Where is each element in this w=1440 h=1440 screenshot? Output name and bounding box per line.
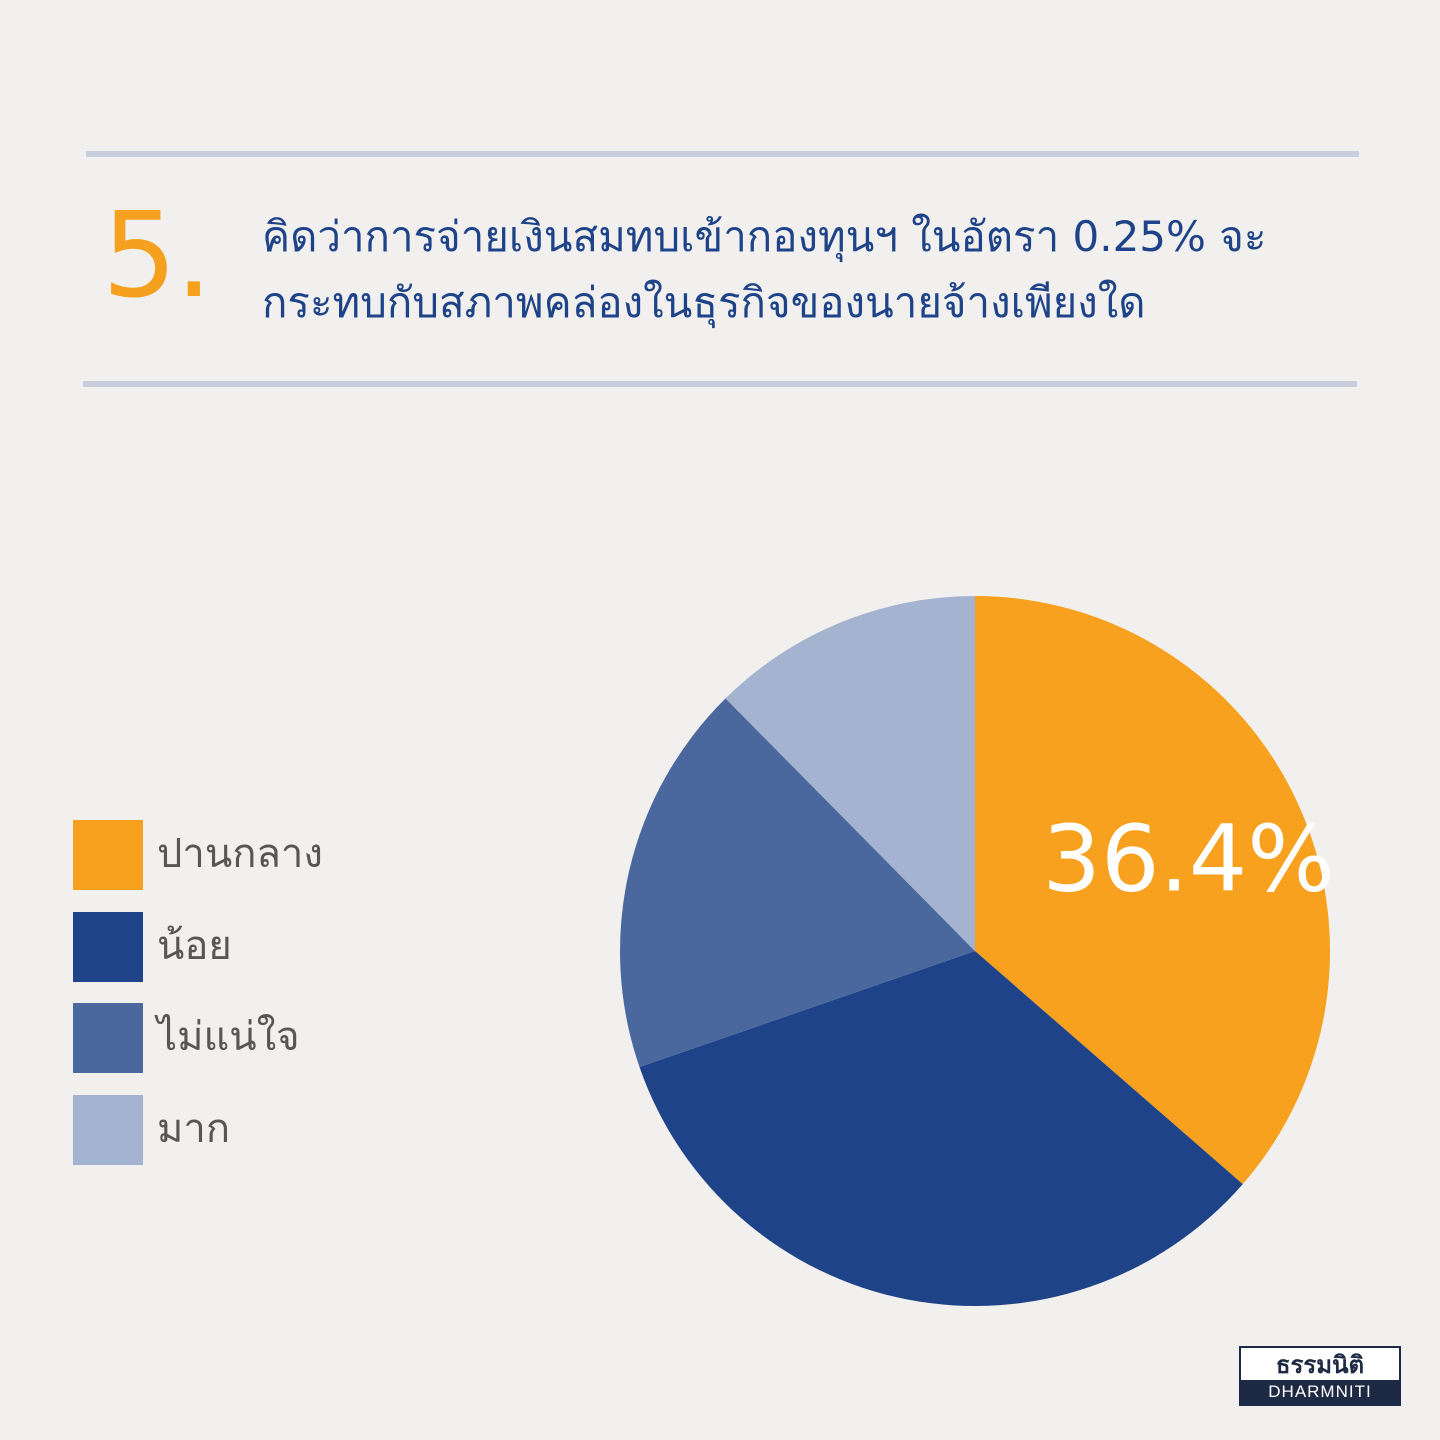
pie-slice bbox=[725, 596, 975, 951]
question-text: คิดว่าการจ่ายเงินสมทบเข้ากองทุนฯ ในอัตรา… bbox=[262, 212, 1267, 327]
legend-label: น้อย bbox=[157, 923, 232, 969]
question-number: 5. bbox=[102, 186, 213, 324]
legend-label: ไม่แน่ใจ bbox=[157, 1014, 300, 1060]
legend-item-little: น้อย bbox=[73, 912, 393, 982]
pie-data-label: 36.4% bbox=[1042, 805, 1334, 912]
logo-thai-text: ธรรมนิติ bbox=[1275, 1351, 1365, 1379]
dharmniti-logo: ธรรมนิติ DHARMNITI bbox=[1239, 1346, 1401, 1406]
legend-label: มาก bbox=[157, 1106, 231, 1152]
legend-swatch bbox=[73, 1003, 143, 1073]
logo-english-text: DHARMNITI bbox=[1241, 1380, 1399, 1404]
legend-swatch bbox=[73, 912, 143, 982]
legend-item-much: มาก bbox=[73, 1095, 393, 1165]
pie-slice bbox=[975, 596, 1330, 1185]
pie-slice bbox=[639, 951, 1243, 1306]
pie-slice bbox=[619, 698, 975, 1068]
legend-item-not-sure: ไม่แน่ใจ bbox=[73, 1003, 393, 1073]
legend-swatch bbox=[73, 820, 143, 890]
legend-label: ปานกลาง bbox=[157, 831, 323, 877]
bottom-divider bbox=[83, 381, 1357, 387]
top-divider bbox=[86, 151, 1359, 157]
legend-swatch bbox=[73, 1095, 143, 1165]
legend-item-moderate: ปานกลาง bbox=[73, 820, 393, 890]
